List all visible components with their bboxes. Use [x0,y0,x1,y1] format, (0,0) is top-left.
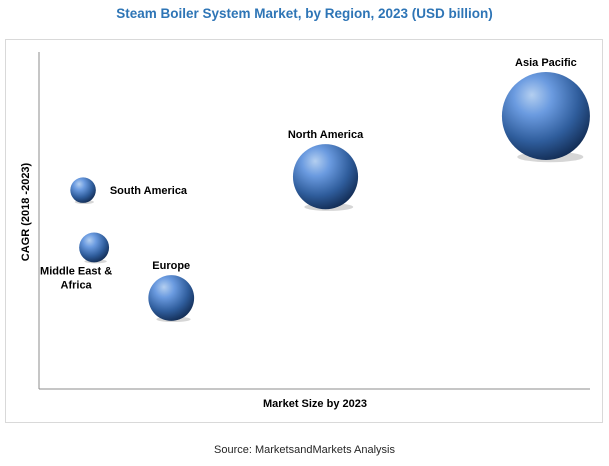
bubble-label: Europe [152,260,190,272]
chart-title: Steam Boiler System Market, by Region, 2… [116,6,493,21]
chart-frame [5,39,603,423]
bubble-north-america [292,144,359,210]
bubble-label: Middle East & Africa [40,265,112,291]
bubble-europe [148,275,195,321]
bubble-label: South America [110,185,188,197]
y-axis-label: CAGR (2018 -2023) [20,162,32,261]
bubble-middle-east-africa [79,232,110,263]
bubbles-layer: Asia Pacific North America South America Eu… [40,57,590,323]
bubble-label: North America [288,129,364,141]
x-axis-label: Market Size by 2023 [263,398,367,410]
bubble-south-america [70,177,96,203]
source-note: Source: MarketsandMarkets Analysis [214,444,395,456]
bubble-label: Asia Pacific [515,57,577,69]
bubble-asia-pacific [501,72,590,161]
